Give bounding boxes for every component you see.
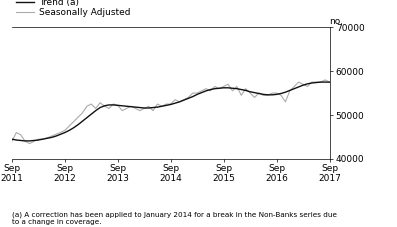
Text: no.: no. [330,17,343,26]
Legend: Trend (a), Seasonally Adjusted: Trend (a), Seasonally Adjusted [16,0,131,17]
Text: (a) A correction has been applied to January 2014 for a break in the Non-Banks s: (a) A correction has been applied to Jan… [12,211,337,225]
